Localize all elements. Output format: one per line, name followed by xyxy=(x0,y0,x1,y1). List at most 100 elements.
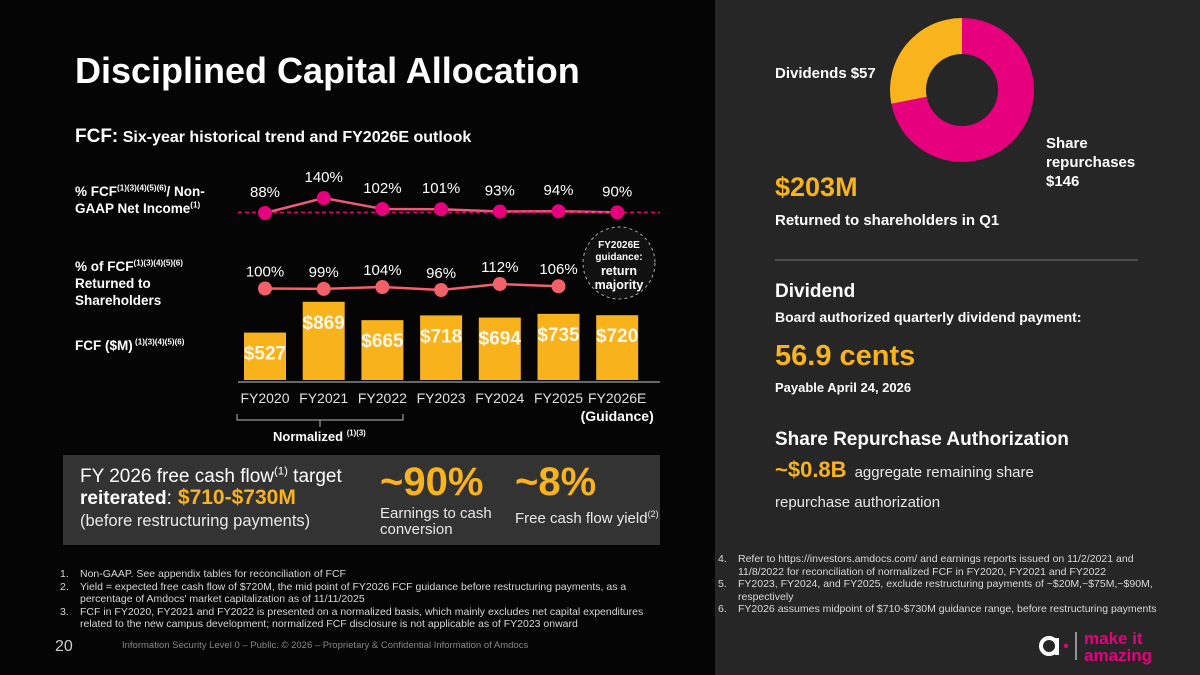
data-label: $665 xyxy=(361,331,404,352)
bar xyxy=(596,315,639,380)
data-point xyxy=(316,281,331,296)
superscript: (2) xyxy=(647,509,659,519)
text: Earnings to cash conversion xyxy=(380,505,492,538)
footnote-text: Yield = expected free cash flow of $720M… xyxy=(80,580,627,606)
logo-shape xyxy=(1063,643,1069,649)
data-point xyxy=(492,277,507,291)
data-point xyxy=(551,204,566,219)
data-label: $720 xyxy=(596,326,638,347)
text: % of FCF xyxy=(75,259,134,274)
bar xyxy=(302,301,345,380)
superscript: (1)(3)(4)(5)(6) xyxy=(133,258,183,268)
footnote: 3. FCF in FY2020, FY2021 and FY2022 is pr… xyxy=(60,606,665,631)
row-label: % of FCF(1)(3)(4)(5)(6) Returned to Shar… xyxy=(75,258,225,309)
logo-mark xyxy=(1039,632,1077,660)
box-range: $710-$730M xyxy=(177,486,296,509)
target-box xyxy=(63,455,660,545)
x-tick-label: FY2026E xyxy=(588,390,647,406)
slice-value: $146 xyxy=(1046,173,1080,190)
returned-caption: Returned to shareholders in Q1 xyxy=(775,212,1000,229)
guidance-text: FY2026E guidance: return majority xyxy=(579,240,659,292)
bar xyxy=(420,315,463,380)
footnote: 5. FY2023, FY2024, and FY2025, exclude re… xyxy=(718,578,1180,603)
bar xyxy=(244,332,286,380)
text: FCF ($M) xyxy=(75,338,133,353)
x-tick-label: FY2025 xyxy=(533,390,584,406)
category-note: (Guidance) xyxy=(580,408,654,424)
data-label: 96% xyxy=(426,265,456,282)
data-label: 94% xyxy=(543,182,573,199)
guidance-value: return majority xyxy=(594,264,644,292)
data-label: 101% xyxy=(422,180,460,197)
data-label: $869 xyxy=(303,313,345,334)
dividend-text: Board authorized quarterly dividend paym… xyxy=(775,309,1082,325)
text: / Non-GAAP Net Income xyxy=(75,184,205,216)
x-tick-label: FY2024 xyxy=(475,390,525,406)
footnote-number: 1. xyxy=(60,568,69,580)
right-panel xyxy=(715,0,1200,675)
data-point xyxy=(375,201,390,216)
bar xyxy=(361,320,404,380)
data-point xyxy=(610,205,625,220)
metric-caption: Earnings to cash conversion xyxy=(380,506,495,538)
repurchase-text: aggregate remaining share repurchase aut… xyxy=(775,464,1034,511)
normalized-label: Normalized (1)(3) xyxy=(273,429,366,444)
footnote-number: 3. xyxy=(60,605,69,618)
data-label: 106% xyxy=(539,261,577,278)
footnote-text: FCF in FY2020, FY2021 and FY2022 is pres… xyxy=(80,605,644,631)
data-point xyxy=(434,202,449,217)
data-point xyxy=(434,283,449,297)
data-label: 102% xyxy=(363,180,401,197)
bar xyxy=(537,313,580,380)
dividend-amount: 56.9 cents xyxy=(775,340,916,372)
data-point xyxy=(316,191,331,205)
metric-caption: Free cash flow yield(2) xyxy=(515,509,660,527)
metric-value: ~8% xyxy=(515,460,597,504)
data-label: 99% xyxy=(309,264,339,281)
superscript: (1) xyxy=(273,465,288,478)
x-tick-label: FY2021 xyxy=(299,390,349,406)
footnote: 2. Yield = expected free cash flow of $72… xyxy=(60,581,665,606)
row-label: % FCF(1)(3)(4)(5)(6)/ Non-GAAP Net Incom… xyxy=(75,183,225,217)
data-label: $718 xyxy=(420,326,462,347)
superscript: (1)(3) xyxy=(346,428,366,438)
footnote-text: FY2023, FY2024, and FY2025, exclude rest… xyxy=(738,578,1153,603)
donut-slice xyxy=(890,18,962,104)
data-label: 112% xyxy=(481,259,518,276)
subtitle: FCF: Six-year historical trend and FY202… xyxy=(75,126,471,148)
data-label: 100% xyxy=(246,263,284,280)
footnote-text: Non-GAAP. See appendix tables for reconc… xyxy=(80,568,346,580)
data-point xyxy=(258,206,272,220)
data-point xyxy=(375,280,390,294)
text: Free cash flow yield xyxy=(515,510,648,527)
slice-name: Share repurchases xyxy=(1046,135,1136,171)
data-point xyxy=(492,204,507,219)
footnote: 6. FY2026 assumes midpoint of $710-$730M … xyxy=(718,603,1180,616)
data-label: $735 xyxy=(537,325,580,346)
x-tick-label: FY2020 xyxy=(240,390,290,406)
metric-value: ~90% xyxy=(380,460,484,504)
text: % FCF xyxy=(75,184,117,199)
text: FY 2026 free cash flow xyxy=(80,466,274,487)
footnote-number: 6. xyxy=(718,603,727,615)
classification: Information Security Level 0 – Public. ©… xyxy=(122,640,529,651)
data-point xyxy=(258,281,272,296)
slice-value: $57 xyxy=(850,65,876,82)
bar xyxy=(478,317,521,380)
guidance-label: FY2026E guidance: xyxy=(595,240,643,263)
superscript: (1)(3)(4)(5)(6) xyxy=(132,337,185,347)
repurchase-block: ~$0.8B aggregate remaining share repurcha… xyxy=(775,455,1095,518)
repurchase-amount: ~$0.8B xyxy=(775,457,847,482)
data-label: $694 xyxy=(479,329,522,350)
footnotes-left: 1. Non-GAAP. See appendix tables for reco… xyxy=(60,568,665,631)
footnotes-right: 4. Refer to https://investors.amdocs.com/… xyxy=(718,553,1180,616)
superscript: (1) xyxy=(190,200,201,210)
footnote: 4. Refer to https://investors.amdocs.com/… xyxy=(718,553,1180,578)
footnote-text: Refer to https://investors.amdocs.com/ a… xyxy=(738,553,1134,578)
slice-label: Share repurchases $146 xyxy=(1046,134,1146,191)
x-tick-label: FY2022 xyxy=(357,390,407,406)
normalized-bracket xyxy=(236,414,404,427)
returned-amount: $203M xyxy=(775,172,858,202)
box-reiterated: reiterated xyxy=(80,488,167,509)
